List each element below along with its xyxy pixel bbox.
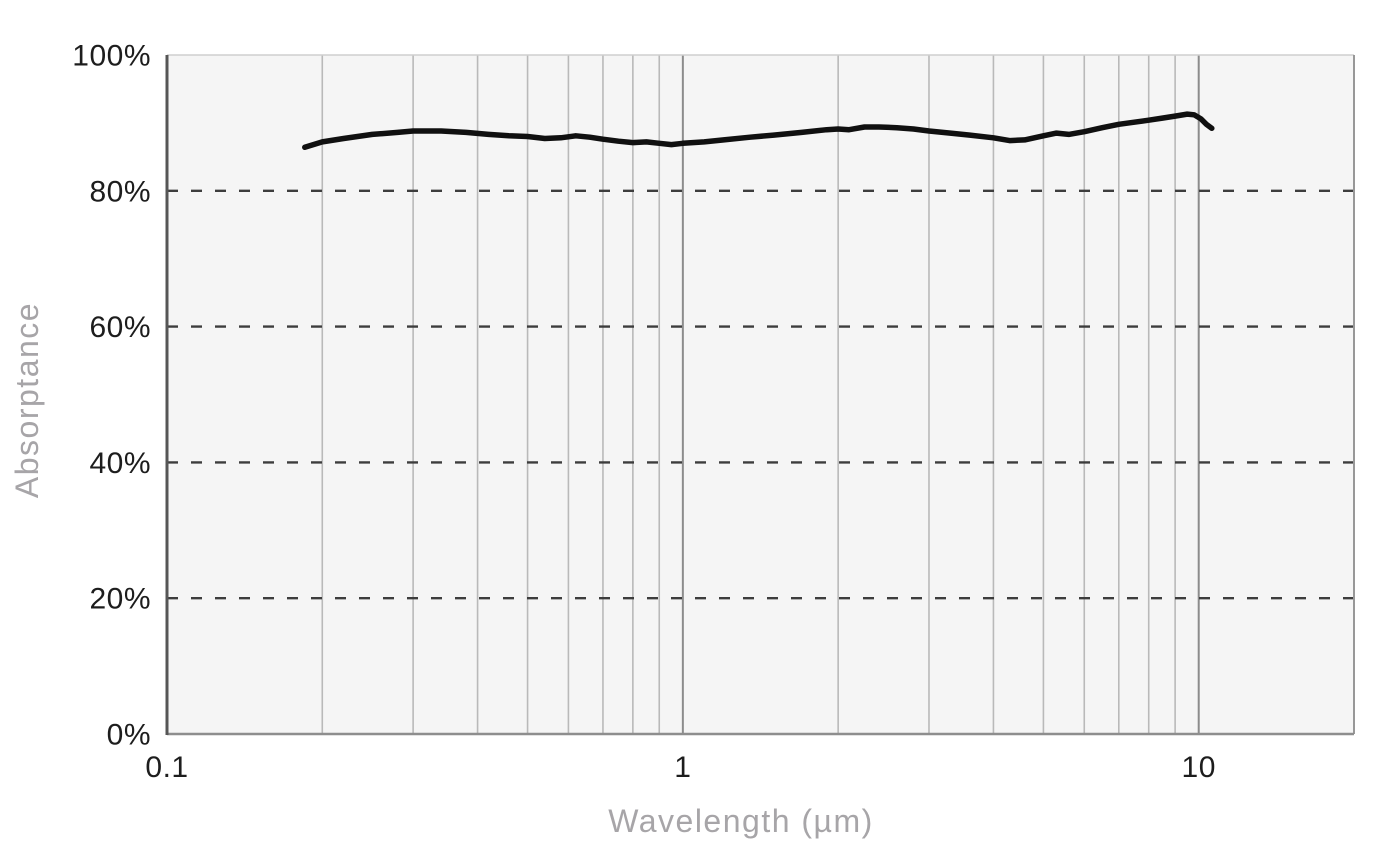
y-axis-tick-labels: 0% 20% 40% 60% 80% 100% — [72, 40, 151, 752]
x-gridlines-minor — [321, 55, 1176, 734]
y-tick-label: 80% — [89, 175, 151, 208]
plot-frame — [165, 54, 1355, 736]
y-tick-label: 40% — [89, 447, 151, 480]
plot-area — [167, 55, 1354, 734]
x-axis-tick-labels: 0.1 1 10 — [145, 751, 1216, 784]
y-axis-title: Absorptance — [9, 302, 45, 498]
series-lines — [302, 111, 1215, 151]
y-tick-label: 0% — [107, 719, 151, 752]
x-tick-label: 1 — [674, 751, 691, 784]
spectral-curve — [302, 111, 1215, 151]
y-gridlines-dashed — [167, 189, 1354, 600]
y-tick-label: 20% — [89, 583, 151, 616]
x-tick-label: 0.1 — [145, 751, 188, 784]
y-tick-label: 100% — [72, 40, 151, 73]
x-axis-title: Wavelength (µm) — [608, 803, 874, 839]
x-tick-label: 10 — [1182, 751, 1216, 784]
x-gridlines-major — [681, 55, 1200, 734]
y-tick-label: 60% — [89, 311, 151, 344]
